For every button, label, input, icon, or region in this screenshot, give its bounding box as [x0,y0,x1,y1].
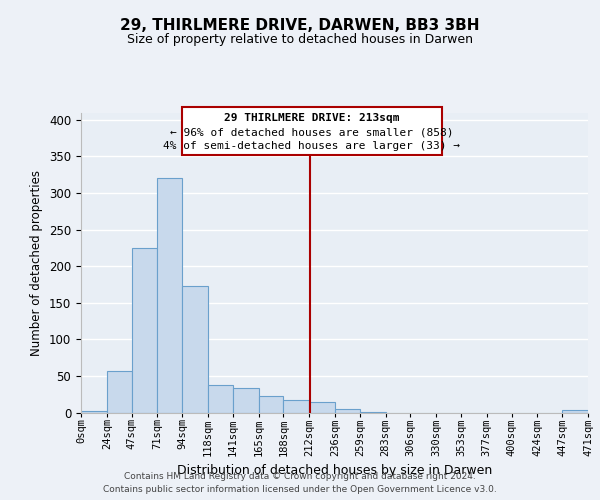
Bar [107,371,131,412]
Text: Contains public sector information licensed under the Open Government Licence v3: Contains public sector information licen… [103,485,497,494]
Bar [283,400,309,412]
Bar [208,384,233,412]
Bar [81,411,107,412]
Bar [182,286,208,412]
Bar [259,396,283,412]
Bar [309,402,335,412]
Bar [233,388,259,412]
Text: Size of property relative to detached houses in Darwen: Size of property relative to detached ho… [127,32,473,46]
Bar [182,106,442,155]
Bar [335,409,360,412]
Bar [562,410,588,412]
Text: Contains HM Land Registry data © Crown copyright and database right 2024.: Contains HM Land Registry data © Crown c… [124,472,476,481]
X-axis label: Distribution of detached houses by size in Darwen: Distribution of detached houses by size … [177,464,492,477]
Text: ← 96% of detached houses are smaller (858): ← 96% of detached houses are smaller (85… [170,128,454,138]
Y-axis label: Number of detached properties: Number of detached properties [31,170,43,356]
Text: 4% of semi-detached houses are larger (33) →: 4% of semi-detached houses are larger (3… [163,141,460,151]
Text: 29, THIRLMERE DRIVE, DARWEN, BB3 3BH: 29, THIRLMERE DRIVE, DARWEN, BB3 3BH [120,18,480,32]
Text: 29 THIRLMERE DRIVE: 213sqm: 29 THIRLMERE DRIVE: 213sqm [224,114,400,124]
Bar [131,248,157,412]
Bar [157,178,182,412]
